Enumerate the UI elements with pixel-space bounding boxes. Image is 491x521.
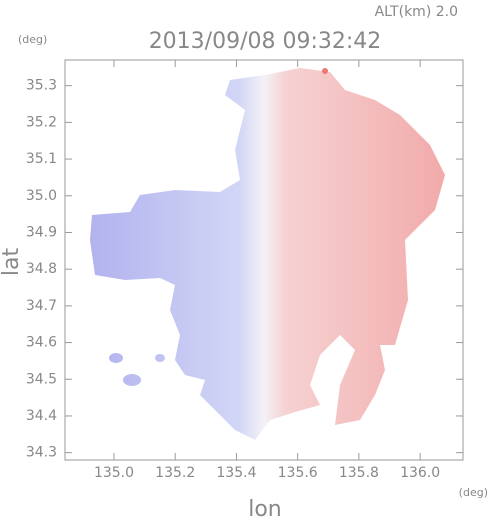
echo-region: [109, 353, 123, 363]
x-tick-label: 135.2: [155, 465, 195, 481]
altitude-label: ALT(km) 2.0: [375, 4, 458, 20]
echo-spot: [322, 68, 328, 74]
y-tick-label: 35.3: [26, 78, 57, 94]
y-tick-label: 35.1: [26, 151, 57, 167]
x-tick-label: 135.0: [94, 465, 134, 481]
y-tick-label: 34.4: [26, 408, 57, 424]
y-tick-label: 34.3: [26, 445, 57, 461]
y-unit: (deg): [18, 33, 47, 46]
x-tick-label: 136.0: [400, 465, 440, 481]
y-axis-label: lat: [0, 248, 24, 277]
x-tick-label: 135.6: [278, 465, 318, 481]
y-tick-label: 35.2: [26, 114, 57, 130]
x-axis-label: lon: [248, 497, 282, 521]
y-tick-label: 34.9: [26, 224, 57, 240]
x-tick-label: 135.8: [339, 465, 379, 481]
echo-region: [155, 354, 165, 362]
y-tick-label: 34.6: [26, 335, 57, 351]
x-tick-label: 135.4: [216, 465, 256, 481]
chart-title: 2013/09/08 09:32:42: [149, 29, 382, 54]
y-tick-label: 34.8: [26, 261, 57, 277]
plot-frame: [64, 59, 464, 461]
radar-field: [90, 68, 445, 440]
y-tick-label: 34.7: [26, 298, 57, 314]
y-tick-label: 34.5: [26, 371, 57, 387]
x-unit: (deg): [459, 486, 488, 499]
y-tick-label: 35.0: [26, 188, 57, 204]
echo-region: [90, 68, 445, 440]
echo-region: [123, 374, 141, 386]
